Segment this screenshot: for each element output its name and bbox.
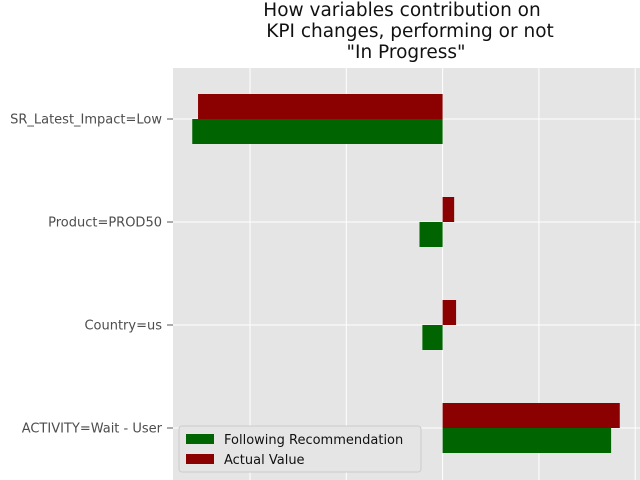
y-tick-labels: SR_Latest_Impact=Low Product=PROD50 Countr… <box>10 113 173 437</box>
y-tick-label: Country=us <box>84 319 162 334</box>
bar-actual-value <box>442 300 457 325</box>
legend-label: Following Recommendation <box>224 433 403 448</box>
bar-actual-value <box>442 403 620 428</box>
bar-actual-value <box>442 197 455 222</box>
bar-following-recommendation <box>419 222 443 247</box>
legend-swatch <box>186 434 214 444</box>
y-tick-label: Product=PROD50 <box>48 216 162 231</box>
bars <box>192 94 620 453</box>
y-tick-label: ACTIVITY=Wait - User <box>22 422 163 437</box>
chart-title-line-1: How variables contribution on <box>263 0 540 21</box>
legend-label: Actual Value <box>224 453 305 468</box>
chart-title-line-2: KPI changes, performing or not <box>266 21 554 42</box>
chart-title-line-3: "In Progress" <box>346 42 465 63</box>
bar-following-recommendation <box>422 325 443 350</box>
y-tick-label: SR_Latest_Impact=Low <box>10 113 162 128</box>
bar-actual-value <box>198 94 443 119</box>
legend: Following Recommendation Actual Value <box>178 425 422 473</box>
bar-following-recommendation <box>442 428 612 453</box>
legend-box <box>178 425 422 473</box>
bar-following-recommendation <box>192 119 443 144</box>
legend-swatch <box>186 454 214 464</box>
